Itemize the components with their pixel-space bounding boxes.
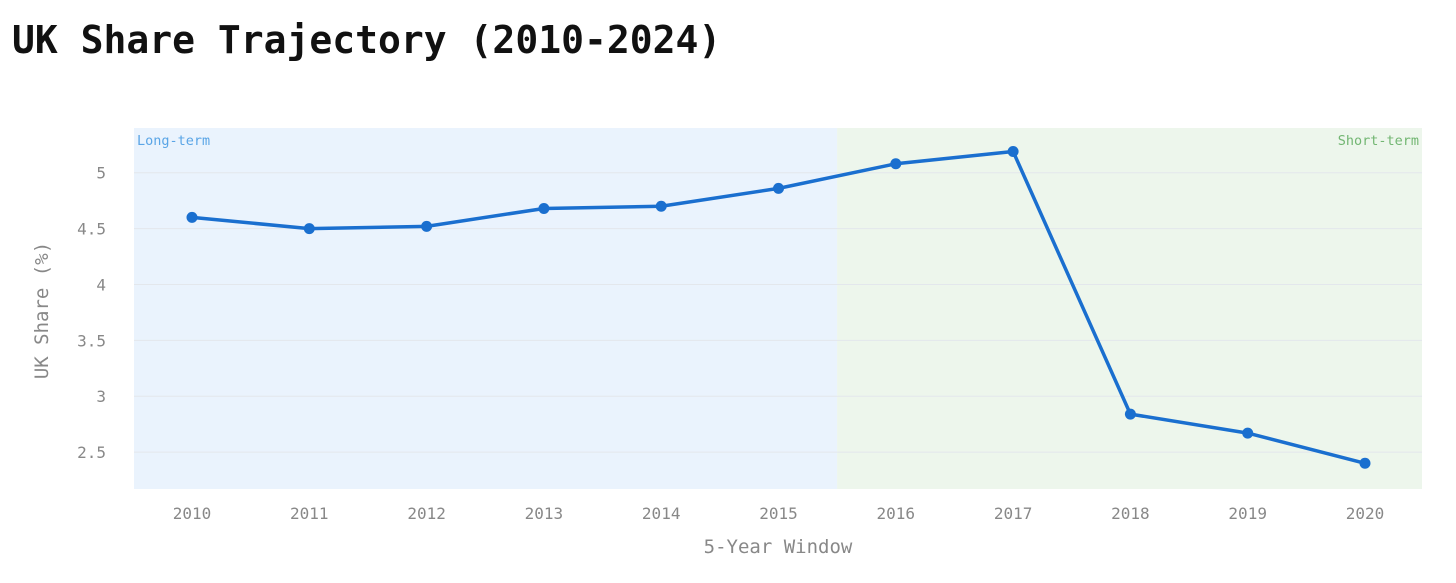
y-tick-label: 4 — [96, 275, 106, 294]
data-point — [1007, 145, 1019, 157]
x-tick-label: 2010 — [173, 504, 212, 523]
x-axis-title: 5-Year Window — [704, 536, 853, 558]
series-layer — [186, 145, 1371, 469]
data-point — [303, 223, 315, 235]
data-point — [186, 211, 198, 223]
x-tick-label: 2011 — [290, 504, 329, 523]
region-bands — [134, 128, 1422, 489]
region-band-1 — [837, 128, 1422, 489]
y-tick-label: 3 — [96, 387, 106, 406]
data-point — [1359, 457, 1371, 469]
y-tick-label: 2.5 — [77, 443, 106, 462]
region-band-0 — [134, 128, 838, 489]
data-point — [655, 200, 667, 212]
x-tick-label: 2015 — [759, 504, 798, 523]
region-label-0: Long-term — [137, 133, 210, 149]
region-label-1: Short-term — [1338, 133, 1419, 149]
x-tick-label: 2013 — [525, 504, 564, 523]
chart-title: UK Share Trajectory (2010-2024) — [12, 18, 722, 62]
data-point — [538, 202, 550, 214]
x-tick-label: 2020 — [1346, 504, 1385, 523]
x-tick-label: 2019 — [1228, 504, 1267, 523]
data-point — [890, 158, 902, 170]
x-tick-label: 2018 — [1111, 504, 1150, 523]
data-point — [1242, 427, 1254, 439]
data-point — [773, 182, 784, 194]
y-axis-title: UK Share (%) — [31, 242, 53, 379]
y-tick-label: 3.5 — [77, 331, 106, 350]
x-axis-ticks: 2010 2011 2012 2013 2014 2015 2016 2017 2018 2019… — [173, 504, 1385, 523]
data-point — [1124, 408, 1136, 420]
y-tick-label: 4.5 — [77, 220, 106, 239]
y-tick-label: 5 — [96, 164, 106, 183]
data-point — [421, 220, 433, 232]
gridlines — [134, 172, 1422, 453]
y-axis-ticks: 2.5 3 3.5 4 4.5 5 — [77, 164, 106, 462]
x-tick-label: 2014 — [642, 504, 681, 523]
x-tick-label: 2017 — [994, 504, 1033, 523]
x-tick-label: 2012 — [407, 504, 446, 523]
region-labels: Long-term Short-term — [137, 133, 1419, 149]
x-tick-label: 2016 — [877, 504, 916, 523]
